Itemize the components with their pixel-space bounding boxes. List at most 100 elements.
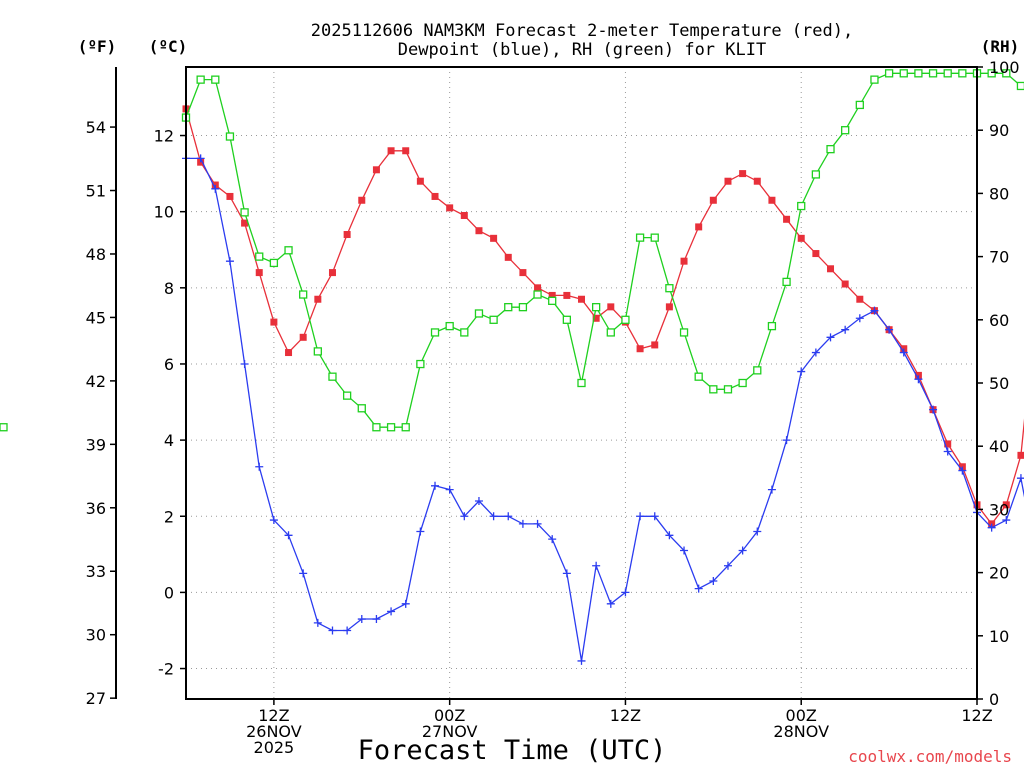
dewpoint-point (753, 527, 762, 536)
fahrenheit-unit-label: (ºF) (78, 37, 117, 56)
rh-point (797, 201, 806, 211)
rh-point (841, 126, 850, 135)
x-tick-label: 00Z (434, 706, 465, 725)
x-tick-label: 2025 (254, 738, 295, 757)
temperature-point (709, 196, 717, 204)
dewpoint-point (826, 333, 835, 342)
rh-point (738, 378, 747, 388)
rh-tick-label: 50 (989, 374, 1009, 393)
rh-point (782, 277, 791, 287)
rh-point (460, 328, 469, 337)
temperature-point (592, 314, 600, 322)
dewpoint-point (460, 512, 469, 521)
series-layer (0, 69, 1024, 665)
dewpoint-point (255, 462, 264, 471)
temperature-point (475, 227, 483, 235)
dewpoint-point (811, 348, 820, 357)
rh-point (899, 69, 908, 78)
rh-point (299, 290, 308, 299)
celsius-tick-label: 8 (164, 279, 174, 298)
dewpoint-point (592, 561, 601, 570)
rh-point (445, 321, 454, 331)
x-tick-label: 12Z (258, 706, 289, 725)
rh-point (211, 75, 220, 84)
dewpoint-point (914, 375, 923, 384)
dewpoint-point (357, 615, 366, 624)
temperature-point (783, 215, 791, 223)
dewpoint-point (548, 535, 557, 544)
temperature-point (753, 177, 761, 185)
temperature-point (1017, 451, 1024, 459)
rh-point (577, 378, 586, 388)
rh-point (269, 258, 279, 268)
rh-point (943, 69, 952, 78)
dewpoint-point (445, 485, 454, 494)
rh-point (284, 246, 293, 255)
temperature-point (226, 192, 234, 200)
dewpoint-point (636, 512, 645, 521)
rh-point (987, 69, 996, 78)
credit-text: coolwx.com/models (848, 747, 1012, 766)
dewpoint-point (504, 512, 513, 521)
rh-tick-label: 30 (989, 500, 1009, 519)
temperature-point (372, 166, 380, 174)
dewpoint-point (650, 512, 659, 521)
x-tick-label: 12Z (961, 706, 992, 725)
temperature-point (314, 295, 322, 303)
celsius-tick-label: -2 (158, 660, 174, 679)
temperature-point (665, 303, 673, 311)
dewpoint-point (416, 527, 425, 536)
series-line-rh (185, 72, 1024, 428)
rh-point (591, 303, 601, 312)
rh-point (0, 423, 8, 432)
rh-tick-label: 0 (989, 690, 999, 709)
temperature-point (695, 223, 703, 231)
temperature-point (402, 147, 410, 155)
rh-point (870, 75, 879, 84)
x-tick-label: 12Z (610, 706, 641, 725)
temperature-point (519, 269, 527, 277)
temperature-point (460, 211, 468, 219)
dewpoint-point (1016, 474, 1024, 483)
dewpoint-point (299, 569, 308, 578)
temperature-point (812, 250, 820, 258)
rh-point (504, 303, 513, 312)
rh-point (328, 372, 337, 381)
temperature-point (724, 177, 732, 185)
dewpoint-point (680, 546, 689, 555)
rh-point (709, 385, 718, 394)
temperature-point (504, 253, 512, 261)
temperature-point (534, 284, 542, 292)
dewpoint-point (211, 184, 220, 193)
rh-point (635, 233, 645, 242)
rh-point (753, 366, 762, 375)
rh-tick-label: 100 (989, 58, 1020, 77)
dewpoint-point (269, 516, 278, 525)
dewpoint-point (738, 546, 747, 555)
fahrenheit-tick-label: 33 (86, 562, 106, 581)
dewpoint-point (284, 531, 293, 540)
fahrenheit-tick-label: 27 (86, 689, 106, 708)
temperature-point (1002, 501, 1010, 509)
rh-point (884, 69, 894, 78)
dewpoint-point (343, 626, 352, 635)
dewpoint-point (855, 314, 864, 323)
dewpoint-point (987, 523, 996, 532)
dewpoint-point (313, 618, 322, 627)
fahrenheit-tick-label: 51 (86, 182, 106, 201)
rh-point (1002, 69, 1011, 78)
rh-point (606, 328, 615, 337)
temperature-point (578, 295, 585, 303)
temperature-point (490, 234, 498, 242)
rh-point (430, 328, 440, 337)
dewpoint-point (518, 519, 527, 528)
rh-point (489, 315, 498, 324)
fahrenheit-tick-label: 36 (86, 499, 106, 518)
fahrenheit-tick-label: 48 (86, 245, 106, 264)
dewpoint-point (621, 588, 630, 597)
rh-point (665, 284, 674, 293)
dewpoint-point (196, 154, 205, 163)
rh-point (811, 170, 821, 179)
temperature-point (680, 257, 688, 265)
rh-point (372, 423, 381, 432)
